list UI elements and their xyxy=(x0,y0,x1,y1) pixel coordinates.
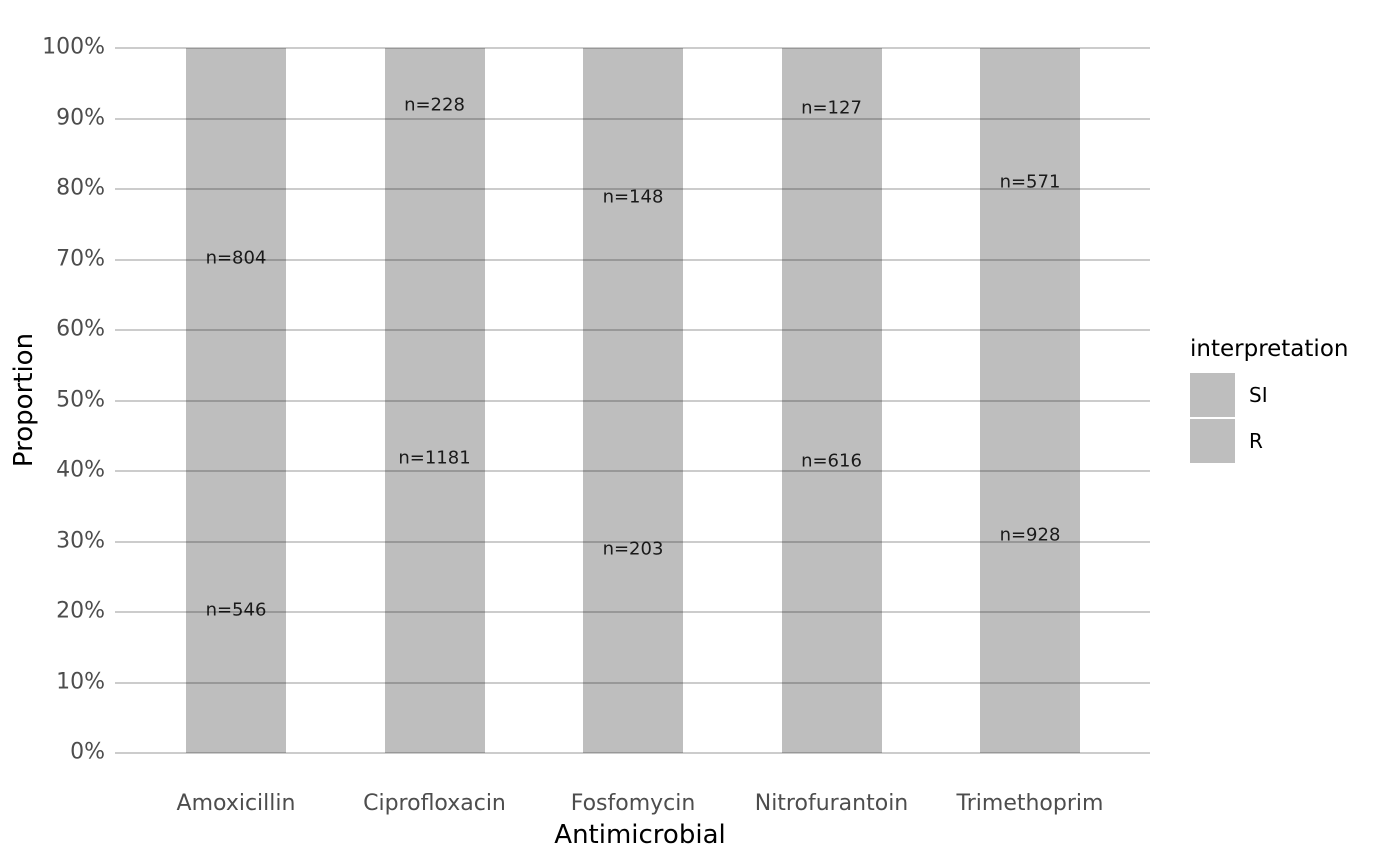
legend-title: interpretation xyxy=(1190,336,1349,362)
legend-swatch-si xyxy=(1190,373,1235,417)
x-tick-label: Nitrofurantoin xyxy=(754,791,909,816)
gridline xyxy=(115,329,1150,331)
gridline xyxy=(115,611,1150,613)
bar-label: n=804 xyxy=(205,247,267,269)
bar-segment-r xyxy=(583,345,683,753)
x-tick-label: Ciprofloxacin xyxy=(363,791,506,816)
y-tick-label: 10% xyxy=(56,668,105,694)
y-tick-label: 90% xyxy=(56,104,105,130)
bar-segment-si xyxy=(980,48,1080,317)
bar-label: n=928 xyxy=(999,524,1061,546)
y-tick-label: 60% xyxy=(56,316,105,342)
legend-keys: SI R xyxy=(1190,373,1348,463)
y-tick-label: 80% xyxy=(56,175,105,201)
y-tick-label: 0% xyxy=(70,739,105,765)
y-tick-label: 100% xyxy=(42,34,105,60)
legend-label: R xyxy=(1249,429,1263,453)
legend: interpretation SI R xyxy=(1190,336,1348,465)
bar-label: n=228 xyxy=(404,94,465,116)
y-tick-label: 50% xyxy=(56,386,105,412)
bar-label: n=127 xyxy=(801,97,862,119)
legend-swatch-r xyxy=(1190,419,1235,463)
bar-label: n=148 xyxy=(602,186,664,208)
bar-label: n=571 xyxy=(999,171,1061,193)
bar-segment-si xyxy=(583,48,683,346)
y-tick-label: 40% xyxy=(56,457,105,483)
bar-label: n=546 xyxy=(205,599,267,621)
bar-segment-r xyxy=(384,162,485,753)
x-axis-title: Antimicrobial xyxy=(554,820,726,850)
gridline xyxy=(115,399,1150,402)
bar-segment-si xyxy=(781,48,882,169)
bar-label: n=203 xyxy=(602,538,664,560)
gridline xyxy=(115,47,1150,49)
gridline xyxy=(115,681,1150,684)
x-tick-label: Trimethoprim xyxy=(956,791,1104,816)
bar-segment-si xyxy=(384,48,485,163)
bar-label: n=1181 xyxy=(398,447,471,469)
gridline xyxy=(115,117,1150,120)
gridline xyxy=(115,258,1150,261)
y-tick-label: 30% xyxy=(56,527,105,553)
bar-segment-r xyxy=(781,168,882,753)
gridline xyxy=(115,470,1150,472)
gridline xyxy=(115,540,1150,543)
gridline xyxy=(115,752,1150,754)
bar-segment-si xyxy=(186,48,286,468)
legend-key-si: SI xyxy=(1190,373,1348,417)
bar-segment-r xyxy=(980,316,1080,753)
x-tick-label: Fosfomycin xyxy=(570,791,696,816)
bar-segment-r xyxy=(186,467,286,753)
legend-label: SI xyxy=(1249,383,1268,407)
x-tick-label: Amoxicillin xyxy=(176,791,296,816)
bar-label: n=616 xyxy=(801,450,862,472)
gridline xyxy=(115,188,1150,190)
y-tick-label: 20% xyxy=(56,598,105,624)
legend-key-r: R xyxy=(1190,419,1348,463)
y-tick-label: 70% xyxy=(56,245,105,271)
